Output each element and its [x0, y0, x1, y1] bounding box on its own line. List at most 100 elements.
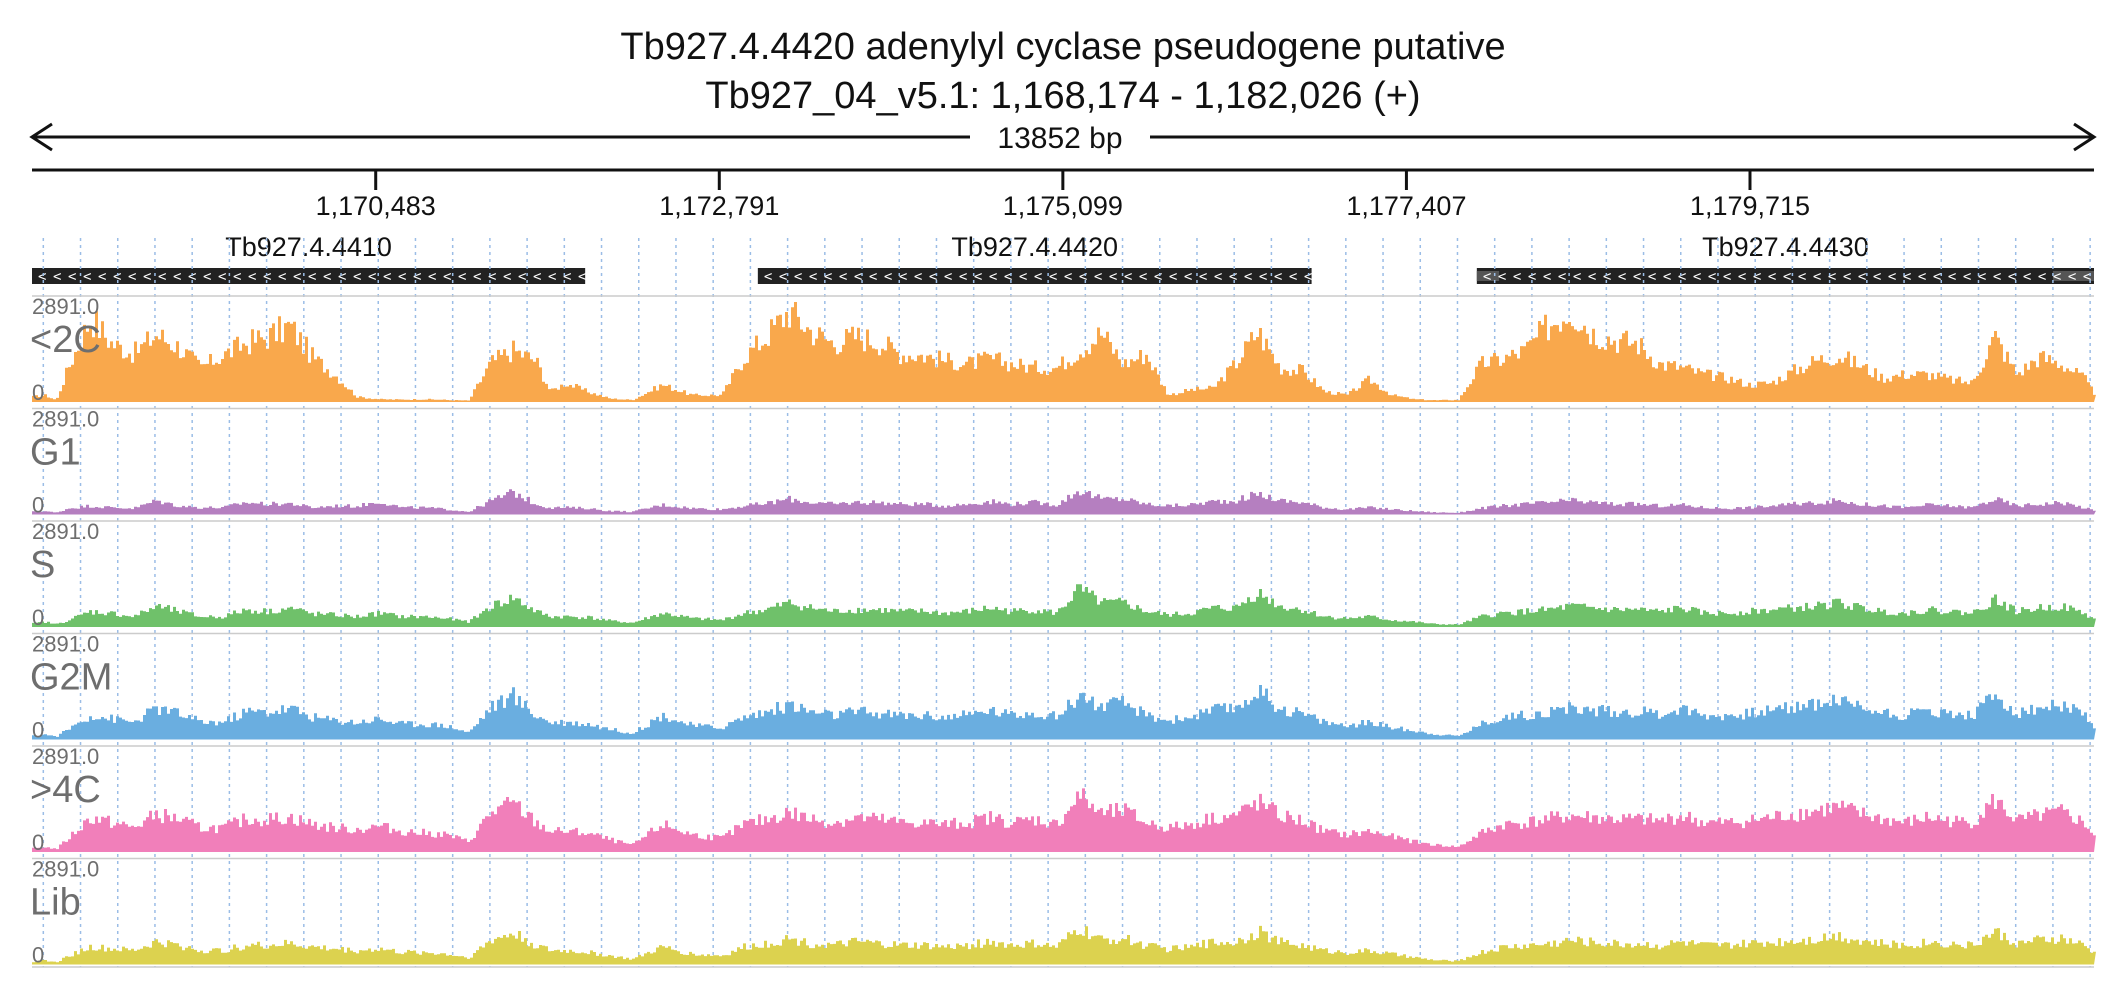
strand-chevron-icon: < [1858, 269, 1866, 285]
strand-chevron-icon: < [1798, 269, 1806, 285]
strand-chevron-icon: < [503, 269, 511, 285]
track-name-0: <2C [30, 319, 101, 361]
strand-chevron-icon: < [989, 269, 997, 285]
strand-chevron-icon: < [548, 269, 556, 285]
coverage-area-1 [32, 489, 2096, 515]
strand-chevron-icon: < [1738, 269, 1746, 285]
strand-chevron-icon: < [1603, 269, 1611, 285]
strand-chevron-icon: < [1918, 269, 1926, 285]
strand-chevron-icon: < [1004, 269, 1012, 285]
gene-label-2: Tb927.4.4430 [1702, 232, 1869, 262]
gene-label-1: Tb927.4.4420 [951, 232, 1118, 262]
strand-chevron-icon: < [323, 269, 331, 285]
strand-chevron-icon: < [824, 269, 832, 285]
track-ymax-label-4: 2891.0 [32, 744, 99, 769]
strand-chevron-icon: < [1244, 269, 1252, 285]
track-ymin-label-3: 0 [32, 718, 44, 743]
strand-chevron-icon: < [1963, 269, 1971, 285]
strand-chevron-icon: < [929, 269, 937, 285]
strand-chevron-icon: < [884, 269, 892, 285]
strand-chevron-icon: < [1993, 269, 2001, 285]
strand-chevron-icon: < [173, 269, 181, 285]
strand-chevron-icon: < [1783, 269, 1791, 285]
strand-chevron-icon: < [1768, 269, 1776, 285]
strand-chevron-icon: < [563, 269, 571, 285]
track-name-5: Lib [30, 882, 81, 924]
coverage-area-2 [32, 584, 2096, 627]
strand-chevron-icon: < [338, 269, 346, 285]
strand-chevron-icon: < [1079, 269, 1087, 285]
strand-chevron-icon: < [779, 269, 787, 285]
strand-chevron-icon: < [1513, 269, 1521, 285]
strand-chevron-icon: < [959, 269, 967, 285]
strand-chevron-icon: < [353, 269, 361, 285]
strand-chevron-icon: < [1573, 269, 1581, 285]
strand-chevron-icon: < [38, 269, 46, 285]
strand-chevron-icon: < [1648, 269, 1656, 285]
strand-chevron-icon: < [233, 269, 241, 285]
strand-chevron-icon: < [413, 269, 421, 285]
strand-chevron-icon: < [839, 269, 847, 285]
axis-tick-label-1: 1,172,791 [659, 191, 779, 221]
strand-chevron-icon: < [113, 269, 121, 285]
strand-chevron-icon: < [398, 269, 406, 285]
strand-chevron-icon: < [578, 269, 586, 285]
strand-chevrons-0: < < < < < < < < < < < < < < < < < < < < < < < < < < < < < < < < < < < < < [38, 269, 586, 285]
strand-chevron-icon: < [68, 269, 76, 285]
track-ymax-label-2: 2891.0 [32, 519, 99, 544]
strand-chevron-icon: < [1828, 269, 1836, 285]
strand-chevron-icon: < [1289, 269, 1297, 285]
track-ymin-label-2: 0 [32, 605, 44, 630]
strand-chevron-icon: < [443, 269, 451, 285]
track-1: 2891.0 0 G1 [30, 407, 2096, 518]
coverage-area-4 [32, 788, 2096, 852]
strand-chevron-icon: < [1034, 269, 1042, 285]
track-0: 2891.0 0 <2C [30, 294, 2096, 405]
gene-annotation-track: < < < < < < < < < < < < < < < < < < < < < < < < < < < < < < < < < < < < < Tb9… [32, 232, 2094, 285]
track-ymax-label-3: 2891.0 [32, 632, 99, 657]
axis-tick-label-2: 1,175,099 [1003, 191, 1123, 221]
gene-label-0: Tb927.4.4410 [225, 232, 392, 262]
strand-chevron-icon: < [1633, 269, 1641, 285]
track-ymax-label-1: 2891.0 [32, 407, 99, 432]
strand-chevron-icon: < [1948, 269, 1956, 285]
strand-chevron-icon: < [1528, 269, 1536, 285]
strand-chevron-icon: < [1169, 269, 1177, 285]
strand-chevron-icon: < [308, 269, 316, 285]
strand-chevron-icon: < [1708, 269, 1716, 285]
strand-chevron-icon: < [1184, 269, 1192, 285]
strand-chevron-icon: < [1693, 269, 1701, 285]
axis-ticks: 1,170,483 1,172,791 1,175,099 1,177,407 1,17… [316, 170, 1810, 221]
track-5: 2891.0 0 Lib [30, 857, 2096, 968]
axis-tick-label-4: 1,179,715 [1690, 191, 1810, 221]
strand-chevron-icon: < [1483, 269, 1491, 285]
strand-chevron-icon: < [1813, 269, 1821, 285]
strand-chevron-icon: < [98, 269, 106, 285]
strand-chevron-icon: < [2068, 269, 2076, 285]
strand-chevrons-2: < < < < < < < < < < < < < < < < < < < < < < < < < < < < < < < < < < < < < < < <… [1483, 269, 2091, 285]
strand-chevron-icon: < [128, 269, 136, 285]
strand-chevron-icon: < [263, 269, 271, 285]
strand-chevron-icon: < [1873, 269, 1881, 285]
track-name-3: G2M [30, 657, 112, 699]
strand-chevron-icon: < [1663, 269, 1671, 285]
strand-chevron-icon: < [1558, 269, 1566, 285]
strand-chevron-icon: < [1933, 269, 1941, 285]
strand-chevron-icon: < [248, 269, 256, 285]
gene-body-0 [32, 268, 586, 284]
strand-chevron-icon: < [188, 269, 196, 285]
strand-chevron-icon: < [473, 269, 481, 285]
strand-chevron-icon: < [83, 269, 91, 285]
gene-body-2 [1476, 268, 2094, 284]
strand-chevron-icon: < [383, 269, 391, 285]
strand-chevron-icon: < [158, 269, 166, 285]
strand-chevron-icon: < [218, 269, 226, 285]
strand-chevron-icon: < [1723, 269, 1731, 285]
track-2: 2891.0 0 S [30, 519, 2096, 630]
strand-chevron-icon: < [1154, 269, 1162, 285]
strand-chevron-icon: < [53, 269, 61, 285]
strand-chevron-icon: < [1259, 269, 1267, 285]
axis-tick-label-0: 1,170,483 [316, 191, 436, 221]
strand-chevron-icon: < [2053, 269, 2061, 285]
